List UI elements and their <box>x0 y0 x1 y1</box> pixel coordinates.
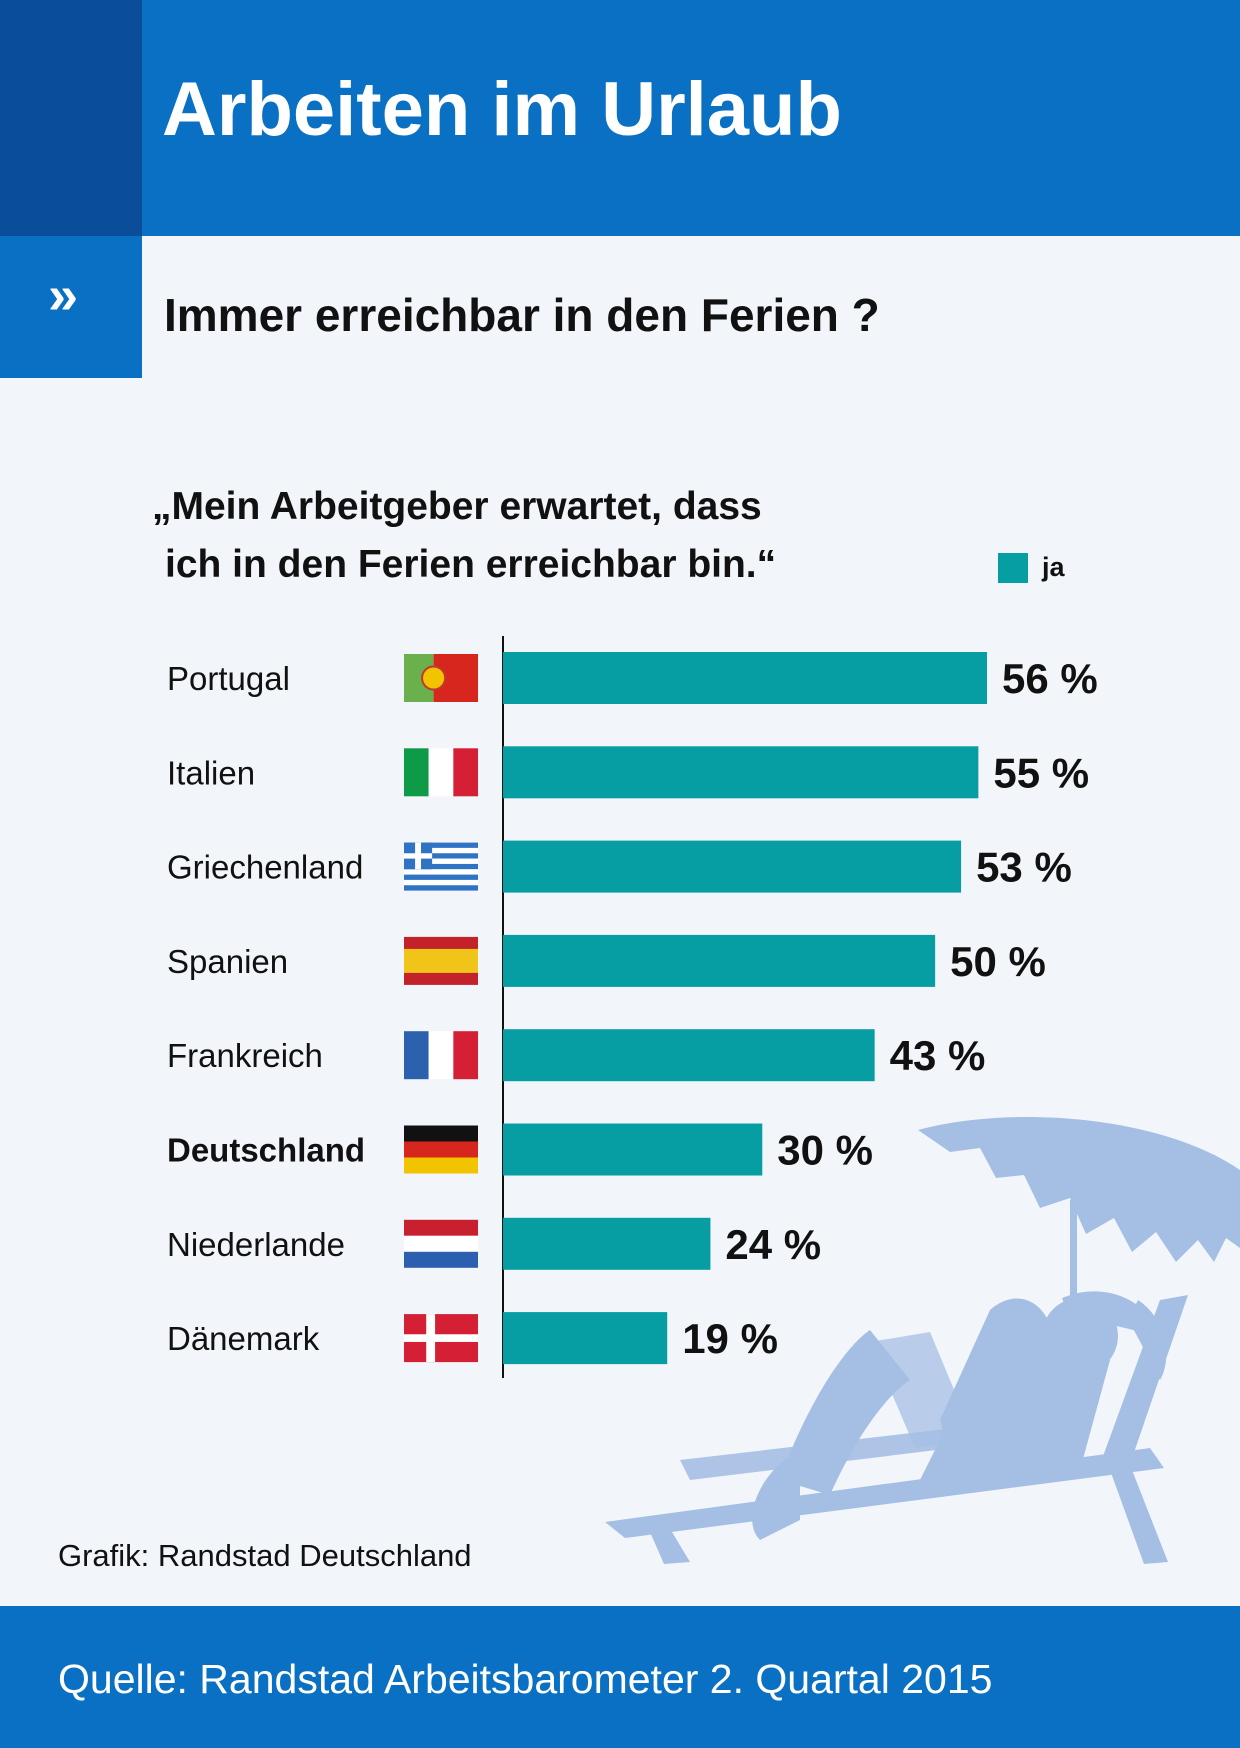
bar <box>503 1123 763 1176</box>
chart-title-line-2: ich in den Ferien erreichbar bin.“ <box>165 543 777 586</box>
value-label: 19 % <box>682 1315 778 1362</box>
legend-swatch <box>998 552 1028 583</box>
subtitle: Immer erreichbar in den Ferien ? <box>164 289 880 341</box>
footer-bar: Quelle: Randstad Arbeitsbarometer 2. Qua… <box>0 1606 1240 1748</box>
value-label: 24 % <box>725 1221 821 1268</box>
subtitle-accent-block <box>0 236 142 378</box>
source-note: Quelle: Randstad Arbeitsbarometer 2. Qua… <box>58 1656 993 1702</box>
value-label: 30 % <box>777 1127 873 1174</box>
france-flag-icon <box>404 1031 478 1080</box>
double-chevron-right-icon: » <box>48 265 79 325</box>
bar <box>503 1217 711 1270</box>
denmark-flag-icon <box>404 1314 478 1363</box>
spain-flag-icon <box>404 936 478 985</box>
header-bar <box>0 0 1240 236</box>
category-label: Deutschland <box>167 1132 365 1169</box>
bar <box>503 934 936 987</box>
value-label: 53 % <box>976 844 1072 891</box>
bar <box>503 746 979 799</box>
legend-label: ja <box>1042 552 1065 582</box>
graphic-credit: Grafik: Randstad Deutschland <box>58 1538 472 1573</box>
value-label: 56 % <box>1002 655 1098 702</box>
category-label: Griechenland <box>167 849 363 886</box>
greece-flag-icon <box>404 842 478 891</box>
bar <box>503 652 987 704</box>
page-title: Arbeiten im Urlaub <box>162 67 842 152</box>
value-label: 55 % <box>993 749 1089 796</box>
category-label: Niederlande <box>167 1226 345 1263</box>
category-label: Spanien <box>167 943 288 980</box>
category-label: Portugal <box>167 660 290 697</box>
italy-flag-icon <box>404 748 478 797</box>
category-label: Italien <box>167 754 255 791</box>
bars: Portugal 56 % Italien 55 % Griechenland 53 % S… <box>167 652 1098 1365</box>
chart-title-line-1: „Mein Arbeitgeber erwartet, dass <box>152 485 762 528</box>
category-label: Frankreich <box>167 1037 323 1074</box>
chart-legend: ja <box>998 552 1065 583</box>
chart-title: „Mein Arbeitgeber erwartet, dass ich in … <box>152 478 776 594</box>
header-accent-block <box>0 0 142 236</box>
deckchair-illustration <box>605 1117 1240 1564</box>
value-label: 43 % <box>890 1032 986 1079</box>
bar <box>503 1312 668 1365</box>
netherlands-flag-icon <box>404 1219 478 1268</box>
category-label: Dänemark <box>167 1320 320 1357</box>
bar <box>503 1029 875 1082</box>
portugal-flag-icon <box>404 654 478 702</box>
bar <box>503 840 962 893</box>
germany-flag-icon <box>404 1125 478 1174</box>
value-label: 50 % <box>950 938 1046 985</box>
